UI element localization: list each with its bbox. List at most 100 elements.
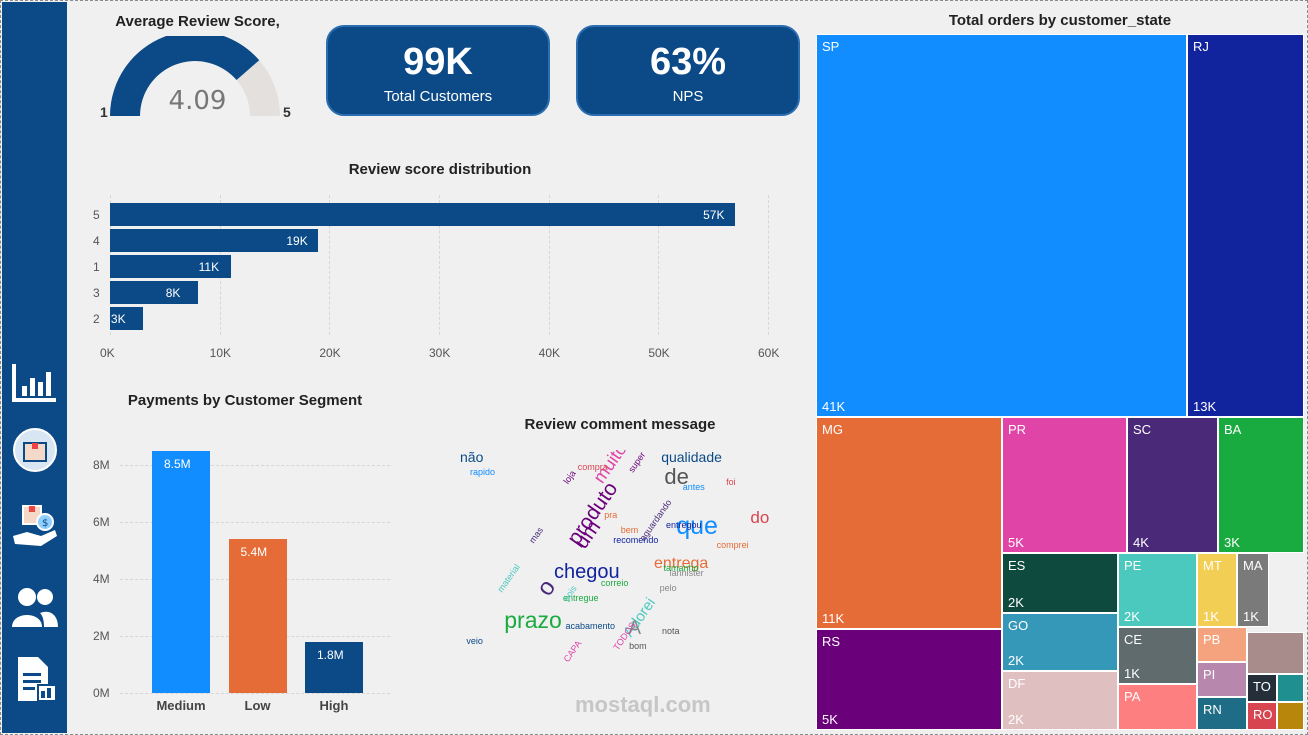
tile-state-label: SP — [822, 39, 840, 54]
cloud-word: mas — [527, 525, 546, 546]
cloud-word: pra — [604, 510, 618, 520]
bar[interactable] — [152, 450, 210, 693]
tile-state-label: SC — [1133, 422, 1152, 437]
cloud-word: prazo — [504, 607, 562, 633]
x-tick-label: 40K — [538, 346, 561, 360]
treemap-tile[interactable]: CE 1K — [1118, 627, 1197, 684]
bar-label: 5.4M — [240, 545, 268, 560]
treemap-tile[interactable]: PI — [1197, 662, 1247, 697]
payments-chart: 0M 2M 4M 6M 8M 8.5M Medium 5.4M Low 1.8M High — [85, 440, 405, 720]
x-tick-label: 10K — [209, 346, 232, 360]
tile-state-label: RO — [1253, 707, 1273, 722]
cloud-word: comprei — [716, 540, 749, 550]
tile-value-label: 1K — [1124, 666, 1140, 681]
tile-value-label: 11K — [822, 611, 845, 626]
cloud-word: tamanho — [663, 563, 699, 573]
treemap-tile[interactable]: RS 5K — [816, 629, 1002, 730]
treemap-tile[interactable]: BA 3K — [1218, 417, 1304, 553]
bar-label: 8K — [165, 286, 181, 300]
treemap-tile[interactable]: RO — [1247, 702, 1277, 730]
treemap-tile[interactable]: DF 2K — [1002, 671, 1118, 730]
gridline — [329, 195, 331, 335]
treemap-tile[interactable]: MA 1K — [1237, 553, 1269, 627]
cloud-word: rapido — [470, 467, 496, 477]
tile-value-label: 5K — [1008, 535, 1024, 550]
gridline — [548, 195, 550, 335]
bar[interactable] — [110, 307, 143, 330]
treemap-tile[interactable]: GO 2K — [1002, 613, 1118, 671]
treemap-tile[interactable] — [1247, 632, 1304, 674]
bar-label: 3K — [110, 312, 126, 326]
kpi-total-customers: 99K Total Customers — [326, 25, 550, 116]
tile-value-label: 2K — [1008, 712, 1024, 727]
cloud-word: correio — [600, 578, 629, 588]
payments-title: Payments by Customer Segment — [127, 392, 363, 409]
cloud-word: bom — [629, 641, 647, 651]
tile-value-label: 5K — [822, 712, 838, 727]
y-tick-label: 1 — [93, 260, 100, 274]
cloud-word: material — [494, 562, 522, 595]
cloud-word: entrega — [654, 555, 709, 572]
box-icon[interactable] — [10, 425, 60, 475]
tile-state-label: RJ — [1193, 39, 1209, 54]
cloud-word: não — [460, 450, 484, 465]
treemap-tile[interactable]: SP 41K — [816, 34, 1187, 417]
treemap-tile[interactable]: TO — [1247, 674, 1277, 702]
treemap-tile[interactable]: PE 2K — [1118, 553, 1197, 627]
cloud-word: veio — [466, 636, 483, 646]
tile-state-label: PB — [1203, 632, 1221, 647]
y-tick-label: 4M — [93, 572, 110, 586]
cloud-word: entregue — [563, 593, 599, 603]
x-tick-label: 20K — [319, 346, 341, 360]
tile-state-label: MA — [1243, 558, 1263, 573]
bar-label: 1.8M — [317, 647, 344, 662]
review-wordcloud: não produto entrega prazo muito que chegou Ador… — [460, 450, 770, 680]
gridline — [658, 195, 660, 335]
treemap-tile[interactable]: RN — [1197, 697, 1247, 730]
treemap-tile[interactable] — [1277, 702, 1304, 730]
bar[interactable] — [228, 539, 287, 693]
cloud-word: A — [628, 618, 642, 639]
x-tick-label: High — [319, 698, 349, 713]
treemap-tile[interactable]: PB — [1197, 627, 1247, 662]
gauge-min: 1 — [100, 104, 108, 120]
tile-value-label: 1K — [1243, 609, 1259, 624]
bar[interactable] — [110, 255, 231, 278]
treemap-tile[interactable]: PA — [1118, 684, 1197, 730]
cloud-word: do — [750, 508, 770, 527]
y-tick-label: 0M — [93, 686, 110, 700]
treemap-tile[interactable]: MG 11K — [816, 417, 1002, 629]
report-icon[interactable] — [10, 654, 60, 704]
gauge-value: 4.09 — [168, 86, 227, 116]
bar[interactable] — [110, 203, 736, 226]
cloud-word: foi — [726, 477, 736, 487]
cloud-word: recomendo — [613, 535, 659, 545]
tile-value-label: 4K — [1133, 535, 1149, 550]
treemap-tile[interactable]: ES 2K — [1002, 553, 1118, 613]
cloud-word: loja — [561, 468, 579, 486]
y-tick-label: 2M — [93, 629, 110, 643]
customers-icon[interactable] — [10, 582, 60, 632]
tile-state-label: MG — [822, 422, 843, 437]
cloud-word: bem — [620, 525, 639, 535]
tile-value-label: 3K — [1224, 535, 1240, 550]
treemap-title: Total orders by customer_state — [948, 12, 1172, 29]
chart-icon[interactable] — [10, 357, 60, 407]
tile-state-label: GO — [1008, 618, 1029, 633]
payment-hand-icon[interactable]: $ — [10, 502, 60, 552]
treemap-tile[interactable] — [1277, 674, 1304, 702]
treemap-tile[interactable]: RJ 13K — [1187, 34, 1304, 417]
bar-label: 19K — [286, 234, 308, 248]
average-score-gauge — [110, 36, 280, 116]
bar[interactable] — [110, 229, 319, 252]
treemap-tile[interactable]: PR 5K — [1002, 417, 1127, 553]
treemap-tile[interactable]: SC 4K — [1127, 417, 1218, 553]
bar[interactable] — [305, 641, 363, 693]
bar[interactable] — [110, 281, 198, 304]
cloud-word: super — [626, 450, 648, 475]
tile-state-label: PI — [1203, 667, 1216, 682]
treemap-tile[interactable]: MT 1K — [1197, 553, 1237, 627]
kpi-value: 99K — [403, 41, 473, 83]
y-tick-label: 3 — [93, 286, 100, 300]
tile-value-label: 2K — [1008, 653, 1024, 668]
